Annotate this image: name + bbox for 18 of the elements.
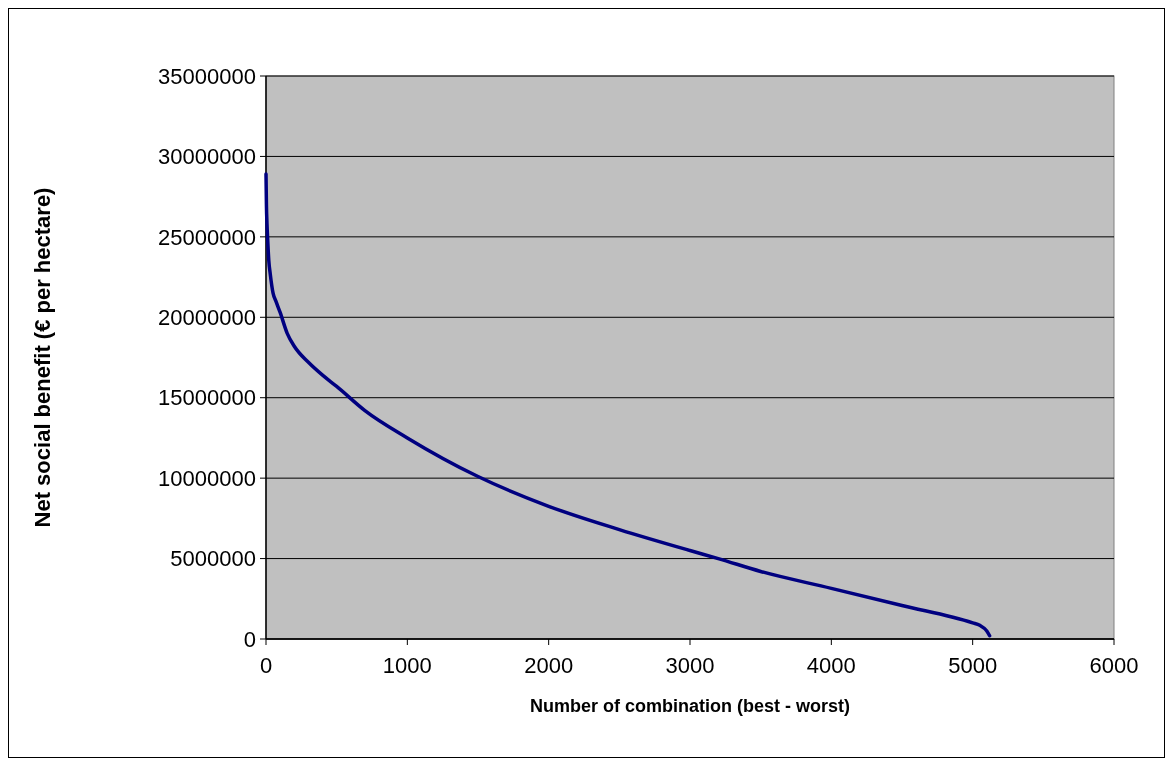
y-tick-label: 5000000 [170,546,256,572]
x-tick-label: 5000 [948,653,998,678]
y-tick-label: 10000000 [158,465,256,491]
y-tick-label: 25000000 [158,224,256,250]
x-tick-label: 1000 [382,653,432,678]
y-axis-title: Net social benefit (€ per hectare) [30,187,55,528]
y-tick-label: 30000000 [158,144,256,170]
x-tick-label: 2000 [524,653,574,678]
x-tick-label: 4000 [806,653,856,678]
x-tick-label: 6000 [1089,653,1139,678]
line-series [264,172,992,638]
x-tick-label: 3000 [665,653,715,678]
y-tick-label: 0 [243,626,256,652]
y-tick-label: 20000000 [158,304,256,330]
y-tick-label: 15000000 [158,385,256,411]
x-axis-title: Number of combination (best - worst) [529,696,851,716]
y-tick-label: 35000000 [158,63,256,89]
x-tick-label: 0 [259,653,273,678]
